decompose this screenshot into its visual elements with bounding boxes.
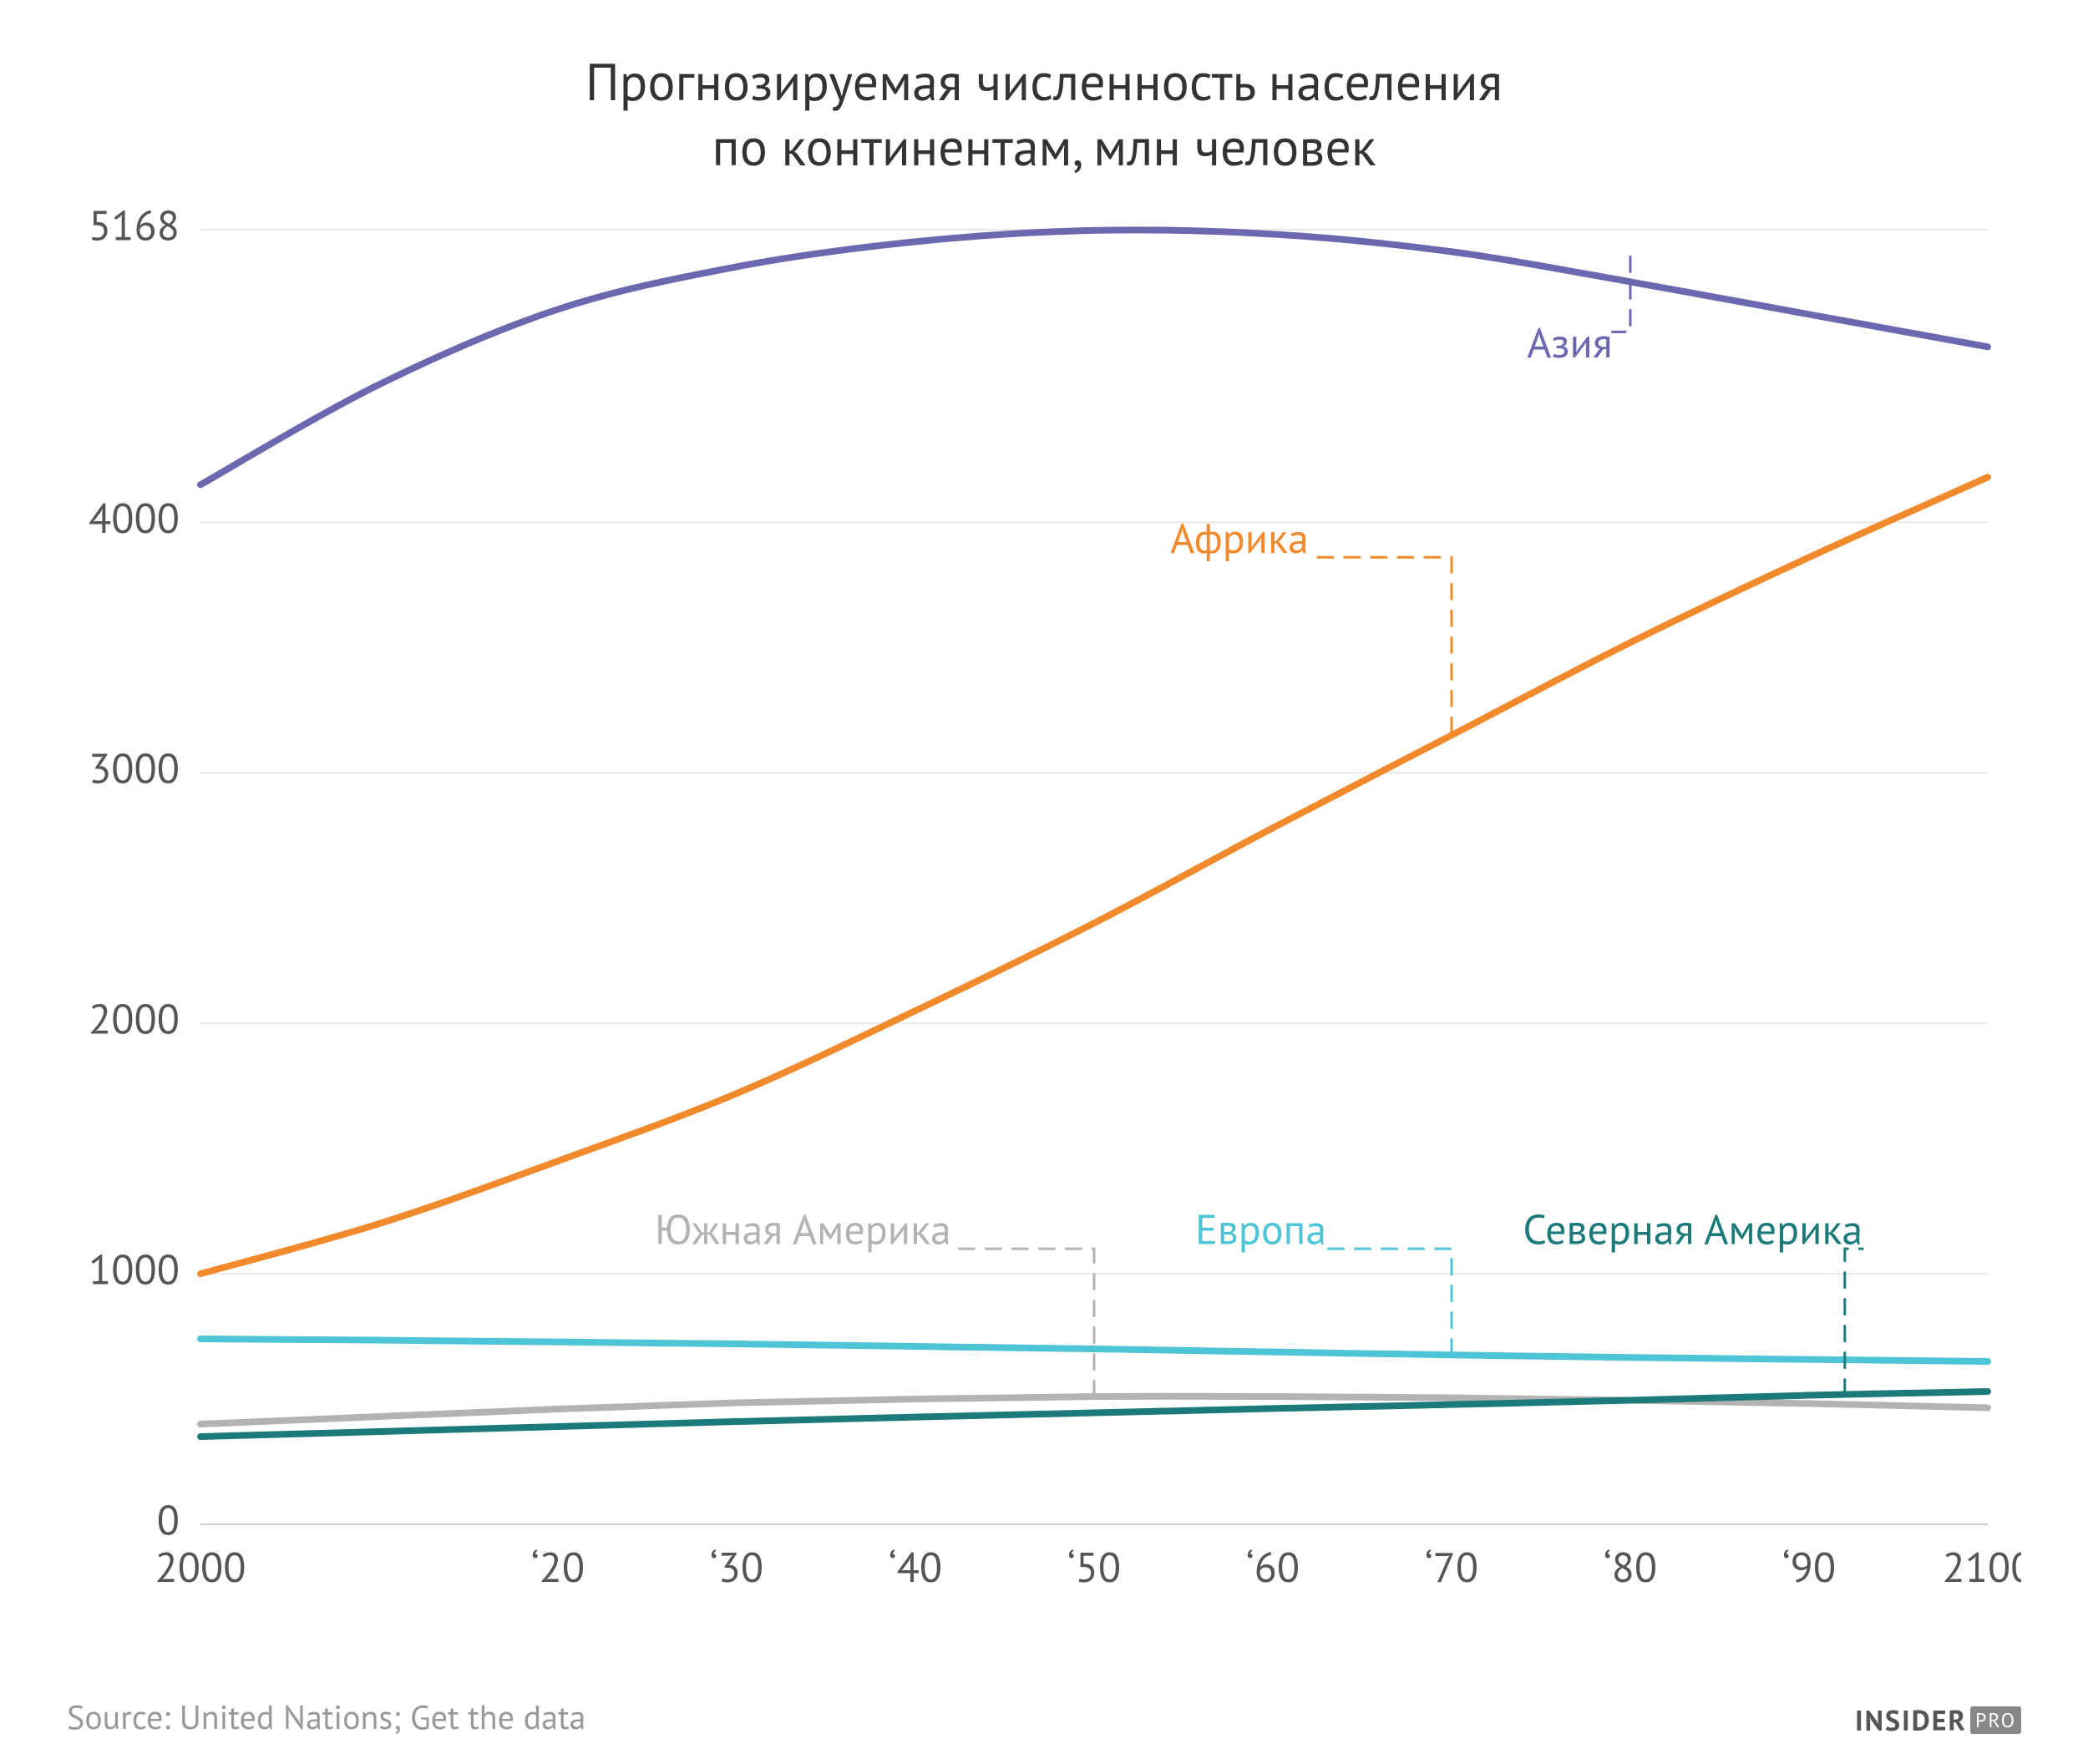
x-tick-label: ‘40 bbox=[889, 1539, 942, 1594]
series-label-south-america: Южная Америка bbox=[655, 1202, 951, 1256]
brand-logo: INSIDERPRO bbox=[1855, 1702, 2021, 1739]
callout-asia bbox=[1613, 256, 1630, 332]
series-africa bbox=[200, 477, 1988, 1274]
chart-footer: Source: United Nations; Get the data INS… bbox=[67, 1696, 2021, 1739]
x-tick-label: ‘60 bbox=[1246, 1539, 1300, 1594]
x-tick-label: ‘90 bbox=[1782, 1539, 1836, 1594]
brand-suffix: PRO bbox=[1970, 1706, 2021, 1734]
title-line-2: по континентам, млн человек bbox=[712, 114, 1376, 180]
y-tick-label: 1000 bbox=[89, 1242, 180, 1296]
x-tick-label: 2100 bbox=[1943, 1539, 2022, 1594]
title-line-1: Прогнозируемая численность населения bbox=[585, 48, 1503, 115]
x-tick-label: ‘20 bbox=[531, 1539, 585, 1594]
callout-north-america bbox=[1845, 1249, 1862, 1395]
x-tick-label: ‘50 bbox=[1067, 1539, 1121, 1594]
series-label-africa: Африка bbox=[1170, 510, 1309, 565]
callout-south-america bbox=[951, 1249, 1094, 1396]
series-label-north-america: Северная Америка bbox=[1523, 1202, 1862, 1256]
x-tick-label: ‘80 bbox=[1604, 1539, 1657, 1594]
x-tick-label: ‘30 bbox=[710, 1539, 763, 1594]
series-label-europe: Европа bbox=[1195, 1202, 1326, 1256]
y-tick-label: 3000 bbox=[89, 741, 180, 795]
plot-area: 0 1000 2000 3000 4000 5168 2000 ‘20 ‘30 ‘40 ‘50 ‘60… bbox=[67, 205, 2021, 1608]
series-asia bbox=[200, 230, 1988, 484]
callout-europe bbox=[1326, 1249, 1452, 1355]
y-tick-label: 0 bbox=[157, 1493, 180, 1547]
y-tick-label: 5168 bbox=[89, 205, 180, 252]
chart-title: Прогнозируемая численность населения по … bbox=[67, 50, 2021, 180]
y-tick-label: 2000 bbox=[89, 991, 180, 1046]
chart-container: Прогнозируемая численность населения по … bbox=[0, 0, 2088, 1764]
x-tick-label: 2000 bbox=[155, 1539, 246, 1594]
x-tick-label: ‘70 bbox=[1425, 1539, 1478, 1594]
source-text: Source: United Nations; Get the data bbox=[67, 1696, 585, 1739]
brand-main: INSIDER bbox=[1855, 1702, 1967, 1739]
y-tick-label: 4000 bbox=[89, 490, 180, 545]
plot-svg: 0 1000 2000 3000 4000 5168 2000 ‘20 ‘30 ‘40 ‘50 ‘60… bbox=[67, 205, 2021, 1608]
callout-africa bbox=[1309, 557, 1452, 732]
series-label-asia: Азия bbox=[1527, 315, 1612, 369]
